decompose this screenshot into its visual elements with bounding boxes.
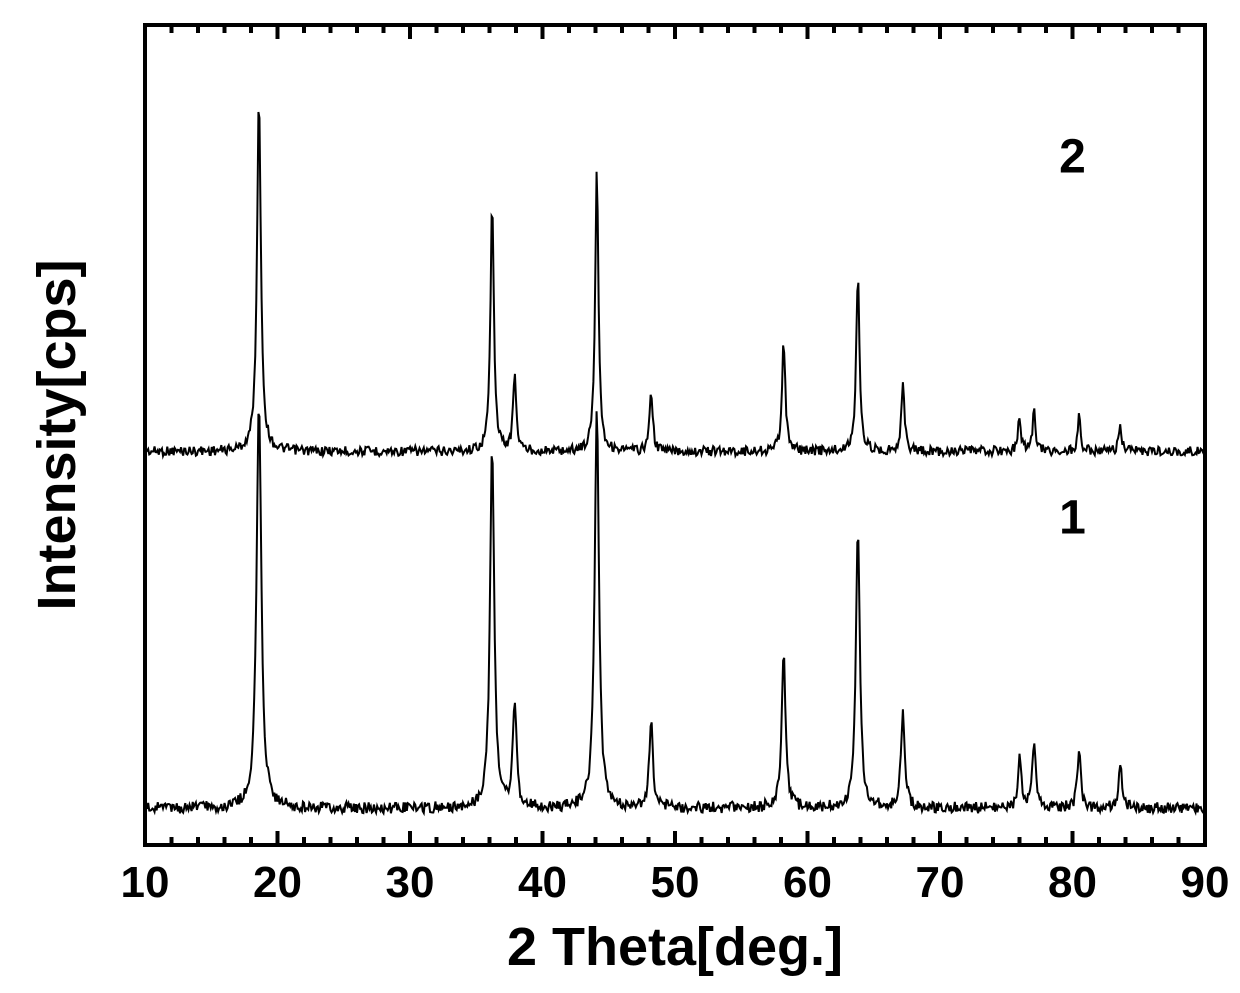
x-tick-label: 30	[386, 858, 435, 907]
x-tick-label: 50	[651, 858, 700, 907]
x-tick-label: 70	[916, 858, 965, 907]
x-tick-label: 80	[1048, 858, 1097, 907]
panel-annotation: 2	[1059, 131, 1086, 184]
x-tick-label: 10	[121, 858, 170, 907]
y-axis-label: Intensity[cps]	[27, 259, 87, 610]
x-tick-label: 90	[1181, 858, 1230, 907]
panel-annotation: 1	[1059, 491, 1086, 544]
x-tick-label: 40	[518, 858, 567, 907]
x-axis-label: 2 Theta[deg.]	[507, 917, 843, 977]
xrd-chart: 10 20 30 40 50 60 70 80 90 2 Theta[deg.] Intensity…	[0, 0, 1240, 993]
x-tick-label: 60	[783, 858, 832, 907]
x-tick-label: 20	[253, 858, 302, 907]
